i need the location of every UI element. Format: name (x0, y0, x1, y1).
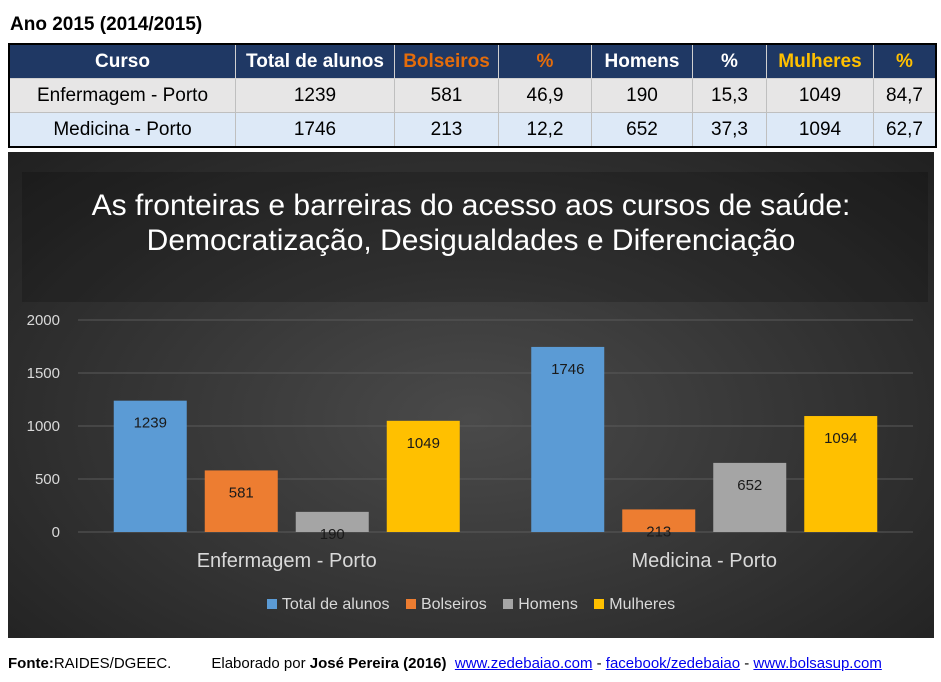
legend-item-total: Total de alunos (266, 596, 390, 614)
legend-label: Total de alunos (281, 596, 390, 613)
legend-swatch (405, 599, 416, 609)
table-cell: 1094 (766, 112, 874, 148)
column-header: % (873, 43, 937, 79)
category-label: Enfermagem - Porto (197, 550, 377, 572)
data-label: 1094 (824, 430, 857, 447)
y-tick-label: 1500 (27, 365, 60, 382)
legend-label: Bolseiros (420, 596, 487, 613)
data-label: 1239 (134, 415, 167, 432)
data-label: 1746 (551, 361, 584, 378)
bar (622, 509, 696, 532)
separator: - (740, 655, 754, 672)
legend-item-mulheres: Mulheres (594, 596, 675, 614)
y-tick-label: 0 (52, 524, 60, 541)
column-header: Total de alunos (235, 43, 395, 79)
link-facebook[interactable]: facebook/zedebaiao (605, 655, 741, 672)
footer: Fonte:RAIDES/DGEEC. Elaborado por José Pe… (8, 655, 882, 672)
category-label: Medicina - Porto (631, 550, 777, 572)
source-label: Fonte: (8, 655, 54, 672)
table-cell: 62,7 (873, 112, 937, 148)
chart-title-line1: As fronteiras e barreiras do acesso aos … (91, 189, 851, 222)
table-cell: 581 (394, 78, 499, 113)
table-cell: 1239 (235, 78, 395, 113)
table-cell: 46,9 (498, 78, 592, 113)
table-cell: 12,2 (498, 112, 592, 148)
y-tick-label: 1000 (27, 418, 60, 435)
column-header: Bolseiros (394, 43, 499, 79)
chart-title-line2: Democratização, Desigualdades e Diferenc… (146, 224, 796, 257)
table-cell: Enfermagem - Porto (8, 78, 236, 113)
column-header: % (498, 43, 592, 79)
year-title: Ano 2015 (2014/2015) (10, 14, 203, 35)
legend-swatch (503, 599, 514, 609)
table-cell: 190 (591, 78, 693, 113)
y-tick-label: 2000 (27, 312, 60, 329)
legend-item-bolseiros: Bolseiros (405, 596, 487, 614)
bar (295, 511, 369, 532)
table-cell: 652 (591, 112, 693, 148)
data-label: 213 (646, 523, 671, 540)
chart-title: As fronteiras e barreiras do acesso aos … (18, 188, 924, 258)
column-header: Curso (8, 43, 236, 79)
legend-swatch (594, 599, 605, 609)
column-header: Mulheres (766, 43, 874, 79)
table-cell: 15,3 (692, 78, 767, 113)
link-bolsasup[interactable]: www.bolsasup.com (753, 655, 882, 672)
table-cell: Medicina - Porto (8, 112, 236, 148)
table-cell: 84,7 (873, 78, 937, 113)
y-tick-label: 500 (35, 471, 60, 488)
data-label: 1049 (407, 435, 440, 452)
data-label: 581 (229, 484, 254, 501)
bar (804, 416, 878, 532)
table-header-row: Curso Total de alunos Bolseiros % Homens… (8, 43, 937, 79)
legend-item-homens: Homens (503, 596, 578, 614)
legend-label: Homens (518, 596, 578, 613)
separator: - (592, 655, 606, 672)
bar (113, 400, 187, 532)
table-row: Enfermagem - Porto 1239 581 46,9 190 15,… (8, 78, 937, 113)
bar (204, 470, 278, 532)
legend-swatch (266, 599, 277, 609)
source-value: RAIDES/DGEEC. (53, 655, 172, 672)
column-header: Homens (591, 43, 693, 79)
table-cell: 213 (394, 112, 499, 148)
table-cell: 37,3 (692, 112, 767, 148)
bar (386, 420, 460, 532)
data-label: 190 (320, 526, 345, 543)
table-cell: 1746 (235, 112, 395, 148)
bar (713, 462, 787, 532)
data-table: Curso Total de alunos Bolseiros % Homens… (8, 43, 937, 148)
legend-label: Mulheres (609, 596, 676, 613)
data-label: 652 (737, 477, 762, 494)
bar (531, 346, 605, 532)
chart-legend: Total de alunos Bolseiros Homens Mulhere… (8, 596, 934, 614)
title-band (22, 172, 928, 302)
made-by-prefix: Elaborado por (211, 655, 310, 672)
author: José Pereira (2016) (309, 655, 447, 672)
table-row: Medicina - Porto 1746 213 12,2 652 37,3 … (8, 112, 937, 148)
table-cell: 1049 (766, 78, 874, 113)
bar-chart: 0 500 1000 1500 2000 1239 581 190 1049 Enfermagem… (27, 312, 913, 572)
link-zedebaiao[interactable]: www.zedebaiao.com (454, 655, 593, 672)
chart-area: As fronteiras e barreiras do acesso aos … (8, 152, 934, 638)
column-header: % (692, 43, 767, 79)
